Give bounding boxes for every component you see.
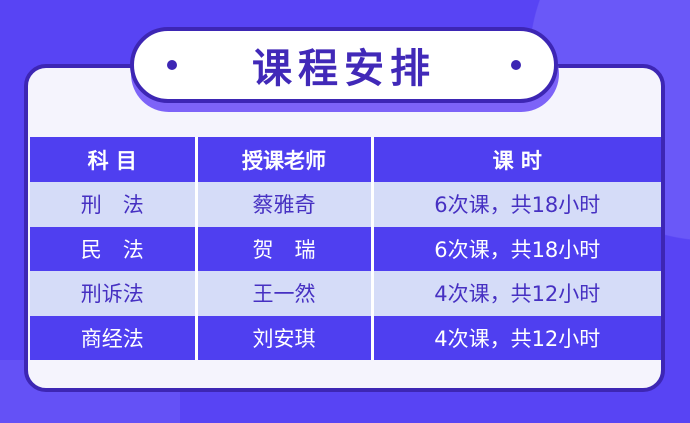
dot-icon (511, 60, 521, 70)
cell-teacher: 蔡雅奇 (196, 182, 374, 227)
cell-subject: 刑诉法 (30, 271, 198, 316)
table-header-row: 科 目 授课老师 课 时 (30, 137, 661, 182)
dot-icon (167, 60, 177, 70)
schedule-table: 科 目 授课老师 课 时 刑 法 蔡雅奇 6次课，共18小时 民 法 贺 瑞 6… (30, 137, 661, 360)
cell-hours: 6次课，共18小时 (372, 226, 661, 271)
header-teacher: 授课老师 (196, 137, 374, 182)
header-hours: 课 时 (372, 137, 661, 182)
cell-hours: 6次课，共18小时 (372, 182, 661, 227)
cell-teacher: 刘安琪 (196, 315, 374, 360)
table-row: 商经法 刘安琪 4次课，共12小时 (30, 315, 661, 360)
title-banner: 课程安排 (130, 27, 558, 103)
cell-hours: 4次课，共12小时 (372, 315, 661, 360)
table-row: 刑诉法 王一然 4次课，共12小时 (30, 271, 661, 316)
cell-subject: 刑 法 (30, 182, 198, 227)
table-row: 民 法 贺 瑞 6次课，共18小时 (30, 226, 661, 271)
cell-teacher: 王一然 (196, 271, 374, 316)
cell-subject: 民 法 (30, 226, 198, 271)
cell-subject: 商经法 (30, 315, 198, 360)
cell-hours: 4次课，共12小时 (372, 271, 661, 316)
cell-teacher: 贺 瑞 (196, 226, 374, 271)
table-row: 刑 法 蔡雅奇 6次课，共18小时 (30, 182, 661, 227)
header-subject: 科 目 (30, 137, 198, 182)
page-title: 课程安排 (252, 46, 436, 92)
